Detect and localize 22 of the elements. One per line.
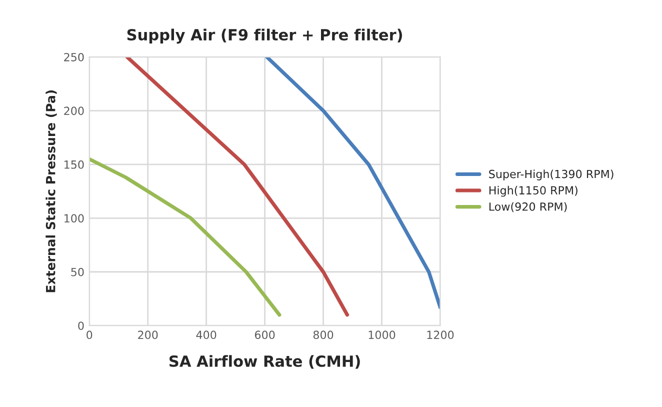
y-tick-label: 0	[78, 322, 84, 330]
x-tick-label: 200	[138, 330, 158, 340]
x-tick-label: 1200	[427, 330, 454, 340]
line-series	[125, 56, 350, 317]
y-tick-label: 100	[64, 214, 84, 223]
x-tick-label: 800	[313, 330, 334, 340]
y-tick-label: 50	[71, 268, 84, 276]
legend-label: Super-High(1390 RPM)	[489, 170, 614, 180]
y-axis-title: External Static Pressure (Pa)	[46, 90, 57, 292]
x-tick-label: 0	[86, 330, 92, 340]
y-tick-label: 250	[64, 52, 84, 62]
legend-label: High(1150 RPM)	[489, 186, 578, 197]
y-tick-label: 200	[64, 106, 84, 116]
chart-title: Supply Air (F9 filter + Pre filter)	[127, 28, 402, 44]
x-tick-label: 400	[196, 330, 216, 340]
x-tick-label: 1000	[368, 330, 396, 340]
line-series	[265, 56, 440, 310]
x-axis-title: SA Airflow Rate (CMH)	[170, 355, 360, 369]
line-series	[89, 157, 282, 317]
y-tick-label: 150	[64, 160, 84, 169]
legend-label: Low(920 RPM)	[489, 202, 567, 212]
x-tick-label: 600	[254, 330, 275, 340]
